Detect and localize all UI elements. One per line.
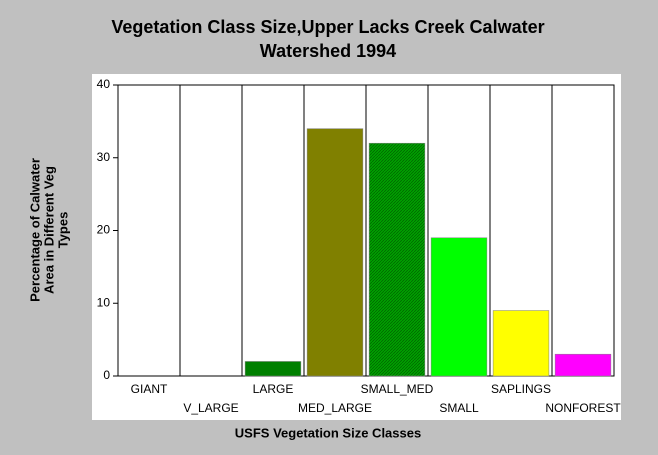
x-tick-label: MED_LARGE [298,401,372,415]
y-tick-label: 40 [97,77,111,91]
x-tick-label: V_LARGE [183,401,238,415]
x-tick-label: SMALL_MED [361,382,434,396]
x-tick-label: SAPLINGS [491,382,551,396]
y-tick-label: 30 [97,150,111,164]
bar [368,142,426,377]
bar [554,353,612,377]
chart-title: Vegetation Class Size,Upper Lacks Creek … [111,17,544,37]
x-tick-label: SMALL [439,401,479,415]
chart-title: Watershed 1994 [260,41,396,61]
x-tick-label: NONFOREST [545,401,621,415]
x-tick-label: LARGE [253,382,294,396]
plot-frame [117,84,615,377]
y-axis-title-line: Percentage of Calwater [27,158,42,302]
bar [430,237,488,377]
bar [244,361,302,377]
x-axis-title: USFS Vegetation Size Classes [235,425,421,440]
y-tick-label: 10 [97,295,111,309]
y-tick-label: 0 [103,368,110,382]
y-axis-title: Percentage of Calwater Area in Different… [27,158,70,302]
y-axis-title-line: Area in Different Veg [41,166,56,294]
y-tick-label: 20 [97,223,111,237]
y-axis-title-line: Types [55,212,70,249]
bar [306,128,364,377]
bar [492,310,550,377]
x-tick-label: GIANT [131,382,168,396]
